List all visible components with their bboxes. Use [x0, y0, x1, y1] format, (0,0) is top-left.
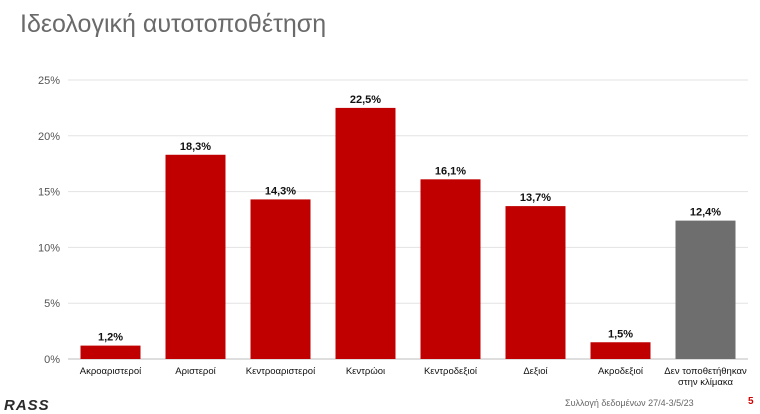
- data-label: 13,7%: [520, 192, 551, 204]
- bar: [505, 206, 566, 359]
- x-tick-label: Κεντροδεξιοί: [424, 366, 478, 377]
- x-tick-label: Αριστεροί: [175, 366, 216, 377]
- data-label: 16,1%: [435, 165, 466, 177]
- x-tick-label: Δεξιοί: [523, 366, 548, 377]
- data-label: 1,5%: [608, 328, 633, 340]
- bar: [675, 220, 736, 359]
- bar: [335, 107, 396, 360]
- bar: [420, 179, 481, 359]
- page-number: 5: [748, 396, 754, 407]
- x-tick-label: Ακροδεξιοί: [598, 366, 644, 377]
- x-tick-label: Κεντροαριστεροί: [246, 366, 316, 377]
- brand-logo: RASS: [4, 397, 50, 414]
- bar: [165, 154, 226, 359]
- y-tick-label: 25%: [38, 75, 60, 87]
- y-tick-label: 20%: [38, 131, 60, 143]
- data-label: 14,3%: [265, 185, 296, 197]
- x-tick-label: στην κλίμακα: [678, 377, 733, 388]
- data-label: 18,3%: [180, 141, 211, 153]
- x-tick-label: Δεν τοποθετήθηκαν: [664, 366, 747, 377]
- page-title: Ιδεολογική αυτοτοποθέτηση: [20, 10, 327, 38]
- bar: [250, 199, 311, 359]
- data-label: 1,2%: [98, 332, 123, 344]
- x-tick-label: Κεντρώοι: [346, 366, 385, 377]
- x-tick-label: Ακροαριστεροί: [80, 366, 142, 377]
- data-label: 22,5%: [350, 94, 381, 106]
- y-tick-label: 5%: [44, 298, 60, 310]
- y-tick-label: 0%: [44, 354, 60, 366]
- bar: [80, 345, 141, 359]
- data-collection-note: Συλλογή δεδομένων 27/4-3/5/23: [565, 398, 694, 408]
- y-tick-label: 15%: [38, 187, 60, 199]
- bar: [590, 342, 651, 359]
- data-label: 12,4%: [690, 207, 721, 219]
- y-tick-label: 10%: [38, 242, 60, 254]
